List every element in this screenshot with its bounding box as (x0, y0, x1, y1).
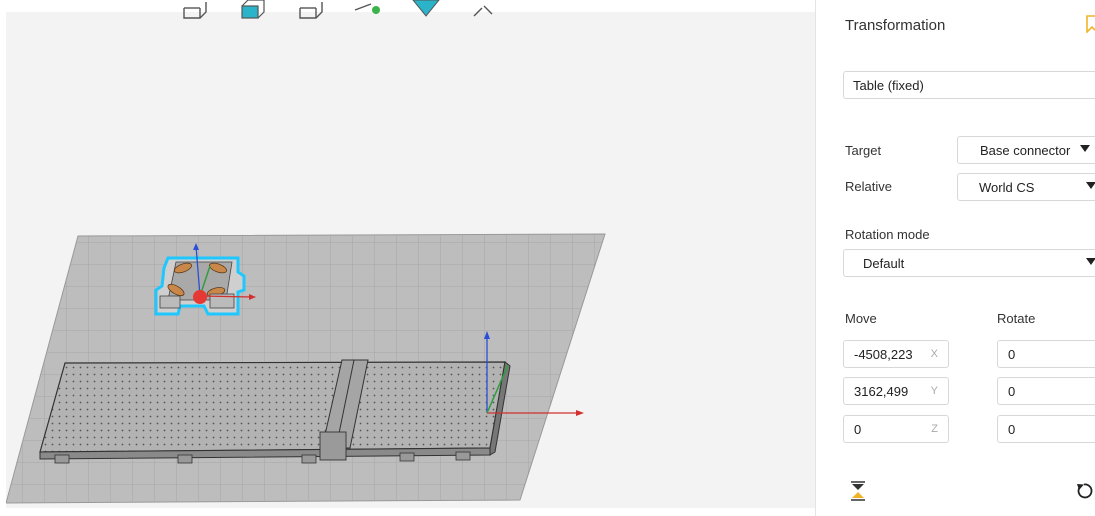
target-label: Target (845, 143, 882, 158)
view-front-icon[interactable] (238, 0, 268, 22)
rotation-mode-label: Rotation mode (845, 227, 930, 242)
rotate-z-value: 0 (1008, 422, 1016, 437)
chevron-down-icon (1080, 145, 1090, 152)
transformation-panel: Transformation Table (fixed) Target Base… (816, 0, 1095, 516)
3d-scene[interactable] (6, 12, 815, 508)
bookmark-icon[interactable] (1086, 15, 1095, 33)
move-y-input[interactable]: 3162,499 Y (843, 377, 949, 405)
rotate-label: Rotate (997, 311, 1036, 326)
rotate-x-input[interactable]: 0 X (997, 340, 1095, 368)
chevron-down-icon (1086, 258, 1095, 265)
move-y-value: 3162,499 (854, 384, 909, 399)
table-model[interactable] (39, 331, 584, 464)
relative-label: Relative (845, 179, 892, 194)
view-left-icon[interactable] (180, 0, 210, 22)
rotation-mode-value: Default (863, 256, 905, 271)
move-z-input[interactable]: 0 Z (843, 415, 949, 443)
object-name-field[interactable]: Table (fixed) (843, 71, 1095, 99)
chevron-down-icon (1086, 182, 1095, 189)
move-y-axis: Y (930, 385, 938, 397)
target-select-value: Base connector (980, 143, 1071, 158)
collapse-icon[interactable] (850, 481, 866, 501)
fit-view-icon[interactable] (470, 0, 500, 22)
move-label: Move (845, 311, 877, 326)
relative-select[interactable]: World CS (957, 173, 1095, 201)
reset-rotation-icon[interactable] (1075, 482, 1093, 500)
panel-title: Transformation (845, 17, 946, 34)
rotation-mode-select[interactable]: Default (843, 249, 1095, 277)
move-x-input[interactable]: -4508,223 X (843, 340, 949, 368)
move-x-axis: X (930, 348, 938, 360)
view-right-icon[interactable] (296, 0, 326, 22)
rotate-y-value: 0 (1008, 384, 1016, 399)
rotate-y-input[interactable]: 0 Y (997, 377, 1095, 405)
view-iso-icon[interactable] (411, 0, 441, 22)
relative-select-value: World CS (979, 180, 1035, 195)
selected-fixture-model[interactable] (154, 243, 256, 316)
move-x-value: -4508,223 (854, 347, 913, 362)
rotate-z-input[interactable]: 0 Z (997, 415, 1095, 443)
3d-viewport[interactable] (0, 0, 815, 516)
rotate-x-value: 0 (1008, 347, 1016, 362)
panel-divider[interactable] (815, 0, 816, 516)
object-name-value: Table (fixed) (853, 78, 924, 93)
move-z-axis: Z (931, 423, 938, 435)
measure-icon[interactable] (353, 0, 383, 22)
move-z-value: 0 (854, 422, 862, 437)
target-select[interactable]: Base connector (957, 136, 1095, 164)
